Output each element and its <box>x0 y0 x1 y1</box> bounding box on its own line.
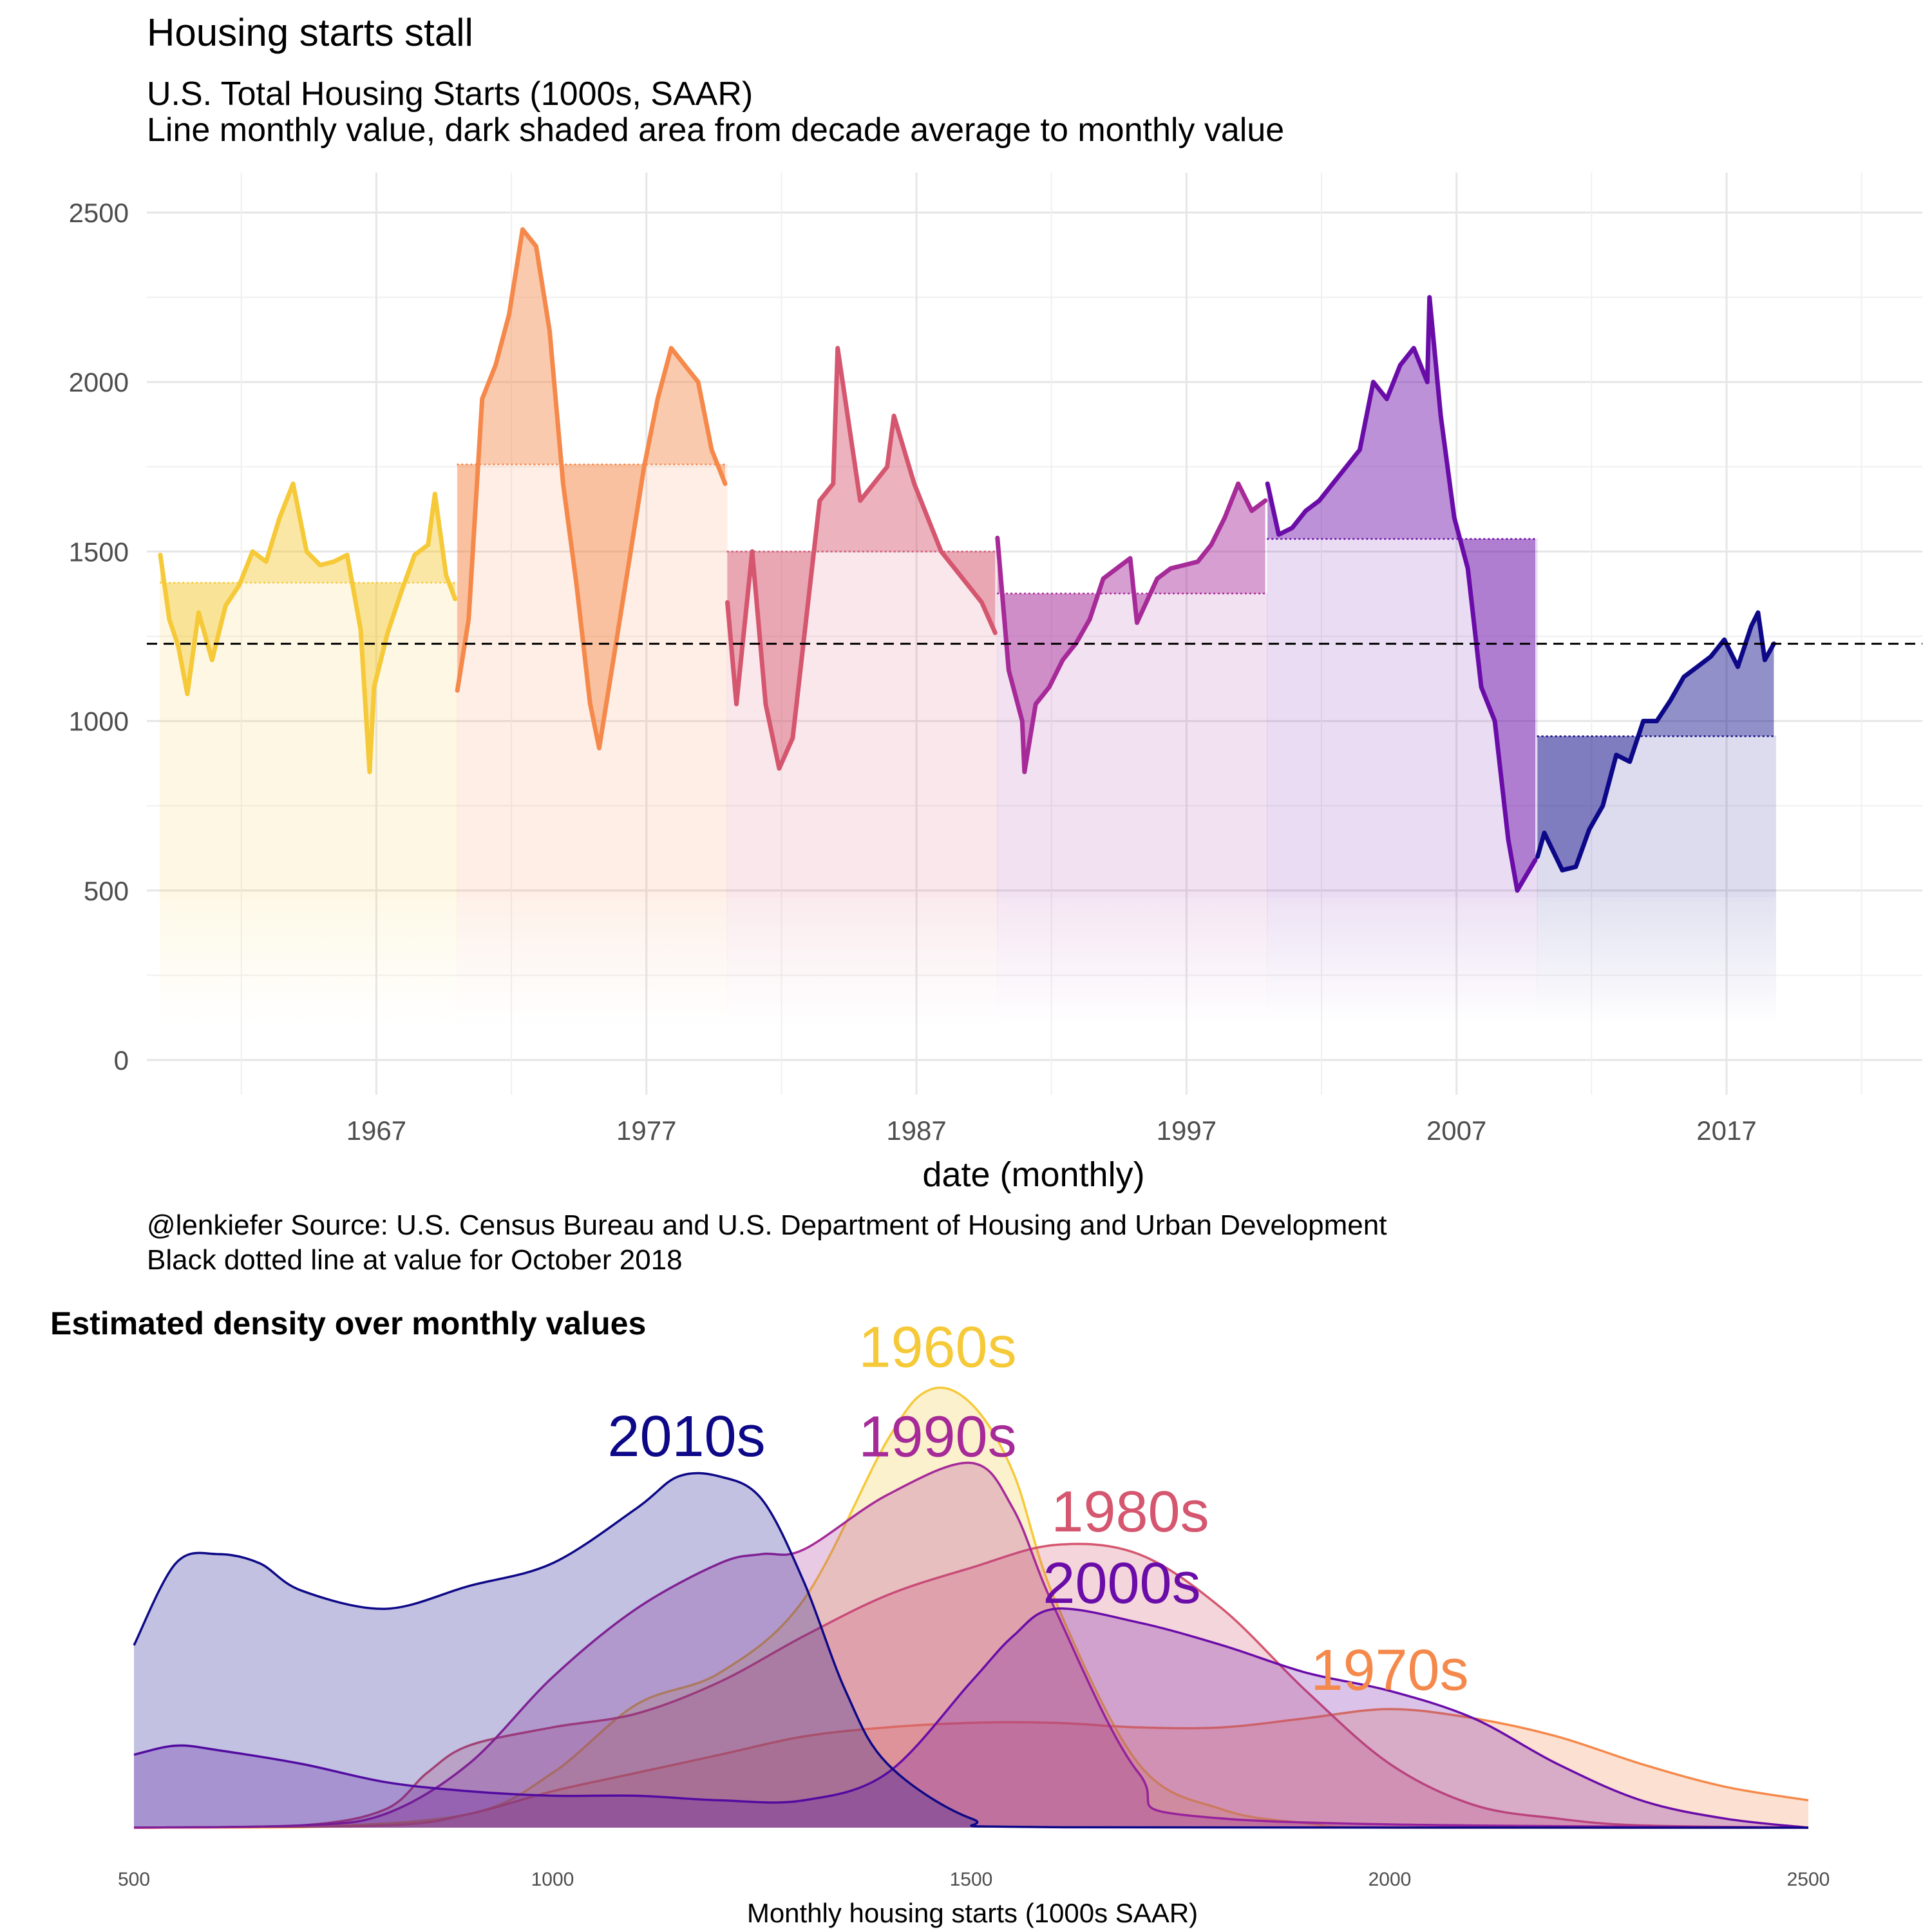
density-1990s-area <box>134 1463 1808 1828</box>
decade-1970s-band <box>457 464 728 898</box>
series-2000s-line <box>1265 295 1538 893</box>
chart-title: Housing starts stall <box>147 11 473 54</box>
density-1980s-curve <box>133 1542 1809 1829</box>
decade-1970s-fade <box>457 897 728 1027</box>
density-1980s-label: 1980s <box>1051 1480 1209 1544</box>
y-tick-label: 1000 <box>69 706 129 737</box>
series-1980s-line <box>725 346 998 771</box>
y-tick-label: 500 <box>84 876 129 906</box>
density-chart-axes: 500 1000 1500 2000 2500 <box>118 1869 1830 1890</box>
x-tick-label: 1977 <box>616 1115 676 1146</box>
density-x-tick-label: 2000 <box>1368 1869 1412 1890</box>
density-2000s-area <box>134 1608 1808 1828</box>
series-1970s-line <box>455 227 728 751</box>
density-2010s-area <box>134 1473 1808 1828</box>
density-1990s-curve <box>133 1461 1809 1829</box>
y-tick-label: 1500 <box>69 536 129 567</box>
y-tick-label: 0 <box>114 1045 129 1075</box>
decade-1960s-band <box>160 582 458 898</box>
decade-2010s-band <box>1537 736 1776 898</box>
decade-2000s-fade <box>1267 897 1538 1027</box>
decade-1980s-fade <box>726 897 998 1027</box>
density-chart-title: Estimated density over monthly values <box>50 1305 647 1341</box>
chart-subtitle-line-2: Line monthly value, dark shaded area fro… <box>147 111 1285 149</box>
line-chart-axes: 0 500 1000 1500 2000 2500 1967 1977 1987 1997 2007… <box>69 198 1757 1146</box>
series-1990s-line <box>995 481 1268 775</box>
x-tick-label: 1967 <box>346 1115 406 1146</box>
chart-subtitle-line-1: U.S. Total Housing Starts (1000s, SAAR) <box>147 75 753 113</box>
line-chart-x-axis-label: date (monthly) <box>922 1155 1144 1194</box>
series-2010s-line <box>1535 610 1776 873</box>
density-1970s-area <box>134 1709 1808 1828</box>
density-chart-labels: 1960s 1970s 1980s 1990s 2000s 2010s <box>607 1316 1468 1703</box>
y-tick-label: 2500 <box>69 198 129 228</box>
chart-caption-source: @lenkiefer Source: U.S. Census Bureau an… <box>147 1209 1387 1241</box>
line-chart-decade-areas <box>160 229 1776 1027</box>
density-2010s-label: 2010s <box>607 1405 765 1469</box>
decade-1960s-fade <box>160 897 458 1027</box>
x-tick-label: 2017 <box>1696 1115 1756 1146</box>
x-tick-label: 1987 <box>886 1115 946 1146</box>
decade-1990s-fade <box>997 897 1268 1027</box>
decade-1980s-deviation-area <box>727 348 996 769</box>
line-chart-series <box>158 227 1776 893</box>
x-tick-label: 2007 <box>1426 1115 1486 1146</box>
density-x-tick-label: 1000 <box>531 1869 574 1890</box>
density-x-tick-label: 1500 <box>950 1869 993 1890</box>
density-chart-areas <box>133 1386 1809 1829</box>
density-2000s-curve <box>133 1607 1809 1829</box>
density-x-tick-label: 500 <box>118 1869 150 1890</box>
density-x-tick-label: 2500 <box>1787 1869 1830 1890</box>
density-1990s-label: 1990s <box>858 1405 1016 1469</box>
chart-caption-note: Black dotted line at value for October 2… <box>147 1244 683 1276</box>
density-1970s-label: 1970s <box>1311 1638 1468 1703</box>
density-1960s-area <box>134 1387 1808 1828</box>
decade-2010s-deviation-area <box>1537 612 1774 871</box>
density-2010s-curve <box>133 1472 1809 1829</box>
y-tick-label: 2000 <box>69 367 129 397</box>
density-1980s-area <box>134 1544 1808 1828</box>
density-chart-x-axis-label: Monthly housing starts (1000s SAAR) <box>747 1898 1198 1928</box>
decade-1970s-deviation-area <box>457 229 725 748</box>
density-2000s-label: 2000s <box>1043 1551 1200 1616</box>
decade-2010s-fade <box>1537 897 1776 1027</box>
x-tick-label: 1997 <box>1157 1115 1217 1146</box>
series-1960s-line <box>158 481 458 775</box>
density-1960s-label: 1960s <box>858 1316 1016 1380</box>
density-1970s-curve <box>133 1708 1809 1829</box>
